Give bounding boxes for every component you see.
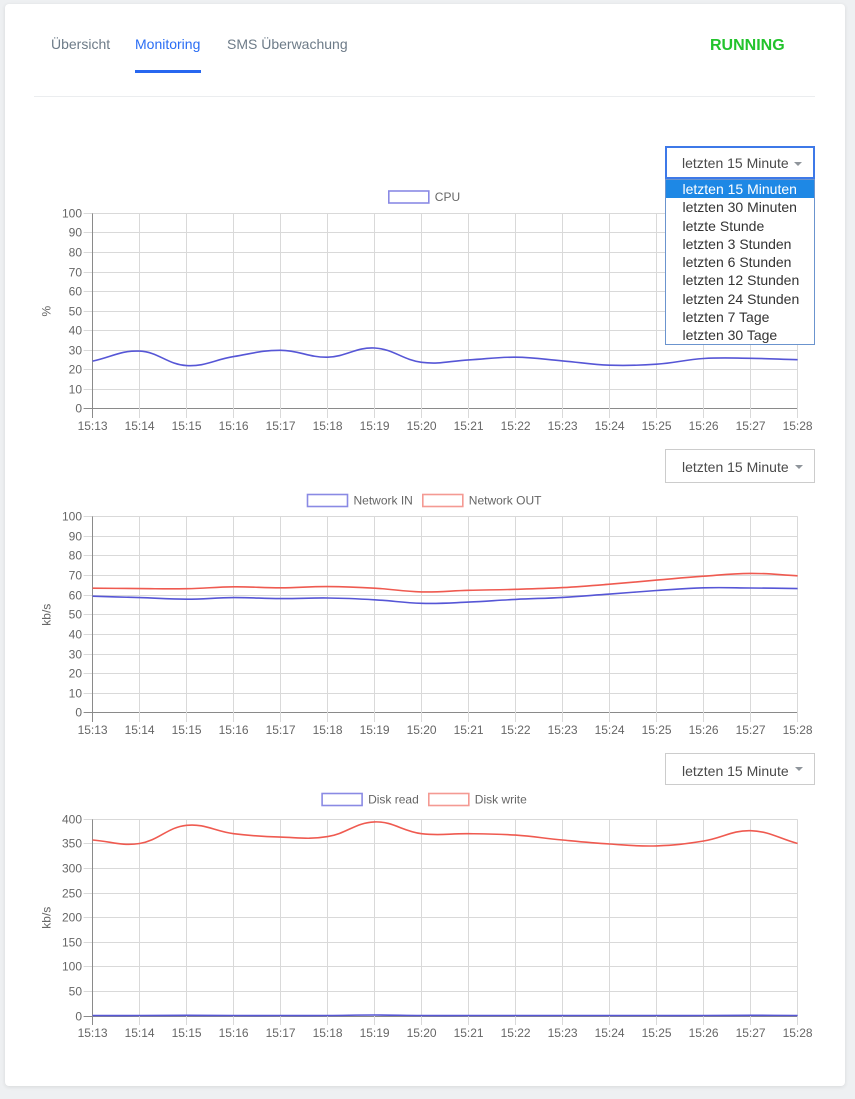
svg-text:%: % xyxy=(40,306,54,317)
svg-text:15:21: 15:21 xyxy=(454,723,484,737)
svg-text:15:19: 15:19 xyxy=(360,419,390,433)
svg-text:15:16: 15:16 xyxy=(219,419,249,433)
svg-text:20: 20 xyxy=(69,363,83,377)
svg-text:250: 250 xyxy=(62,887,82,901)
svg-text:40: 40 xyxy=(69,628,83,642)
svg-text:90: 90 xyxy=(69,226,83,240)
svg-text:15:15: 15:15 xyxy=(172,1026,202,1040)
svg-text:kb/s: kb/s xyxy=(40,907,54,929)
svg-text:60: 60 xyxy=(69,589,83,603)
svg-text:15:19: 15:19 xyxy=(360,1026,390,1040)
svg-text:15:27: 15:27 xyxy=(736,1026,766,1040)
svg-text:15:25: 15:25 xyxy=(642,419,672,433)
svg-text:15:24: 15:24 xyxy=(595,723,625,737)
svg-text:100: 100 xyxy=(62,960,82,974)
svg-text:15:22: 15:22 xyxy=(501,419,531,433)
svg-text:15:28: 15:28 xyxy=(783,1026,813,1040)
svg-text:15:23: 15:23 xyxy=(548,1026,578,1040)
svg-text:kb/s: kb/s xyxy=(40,604,54,626)
svg-text:15:24: 15:24 xyxy=(595,1026,625,1040)
svg-text:15:26: 15:26 xyxy=(689,419,719,433)
svg-text:70: 70 xyxy=(69,266,83,280)
svg-text:10: 10 xyxy=(69,687,83,701)
svg-text:15:15: 15:15 xyxy=(172,723,202,737)
svg-text:Disk write: Disk write xyxy=(475,793,527,807)
svg-text:15:26: 15:26 xyxy=(689,1026,719,1040)
svg-text:15:16: 15:16 xyxy=(219,1026,249,1040)
svg-text:15:28: 15:28 xyxy=(783,419,813,433)
svg-text:15:15: 15:15 xyxy=(172,419,202,433)
svg-text:10: 10 xyxy=(69,383,83,397)
svg-text:80: 80 xyxy=(69,246,83,260)
svg-text:40: 40 xyxy=(69,324,83,338)
svg-text:15:26: 15:26 xyxy=(689,723,719,737)
svg-text:300: 300 xyxy=(62,862,82,876)
svg-text:15:25: 15:25 xyxy=(642,723,672,737)
svg-text:15:17: 15:17 xyxy=(266,1026,296,1040)
svg-text:15:23: 15:23 xyxy=(548,723,578,737)
svg-text:100: 100 xyxy=(62,510,82,524)
svg-text:0: 0 xyxy=(75,706,82,720)
svg-text:0: 0 xyxy=(75,1010,82,1024)
svg-text:50: 50 xyxy=(69,608,83,622)
svg-text:Disk read: Disk read xyxy=(368,793,419,807)
svg-text:15:22: 15:22 xyxy=(501,1026,531,1040)
svg-text:30: 30 xyxy=(69,344,83,358)
svg-text:15:13: 15:13 xyxy=(78,419,108,433)
svg-text:15:27: 15:27 xyxy=(736,419,766,433)
svg-text:15:17: 15:17 xyxy=(266,419,296,433)
svg-text:20: 20 xyxy=(69,667,83,681)
svg-text:15:28: 15:28 xyxy=(783,723,813,737)
svg-text:15:21: 15:21 xyxy=(454,1026,484,1040)
svg-text:0: 0 xyxy=(75,402,82,416)
svg-text:15:23: 15:23 xyxy=(548,419,578,433)
svg-text:15:18: 15:18 xyxy=(313,419,343,433)
svg-text:90: 90 xyxy=(69,530,83,544)
svg-text:70: 70 xyxy=(69,569,83,583)
svg-text:400: 400 xyxy=(62,813,82,827)
svg-text:15:20: 15:20 xyxy=(407,1026,437,1040)
svg-text:Network IN: Network IN xyxy=(354,494,413,508)
svg-text:15:14: 15:14 xyxy=(125,1026,155,1040)
svg-text:15:16: 15:16 xyxy=(219,723,249,737)
svg-text:150: 150 xyxy=(62,936,82,950)
svg-text:350: 350 xyxy=(62,837,82,851)
svg-text:15:22: 15:22 xyxy=(501,723,531,737)
svg-text:80: 80 xyxy=(69,549,83,563)
svg-text:15:27: 15:27 xyxy=(736,723,766,737)
svg-text:15:24: 15:24 xyxy=(595,419,625,433)
svg-text:15:20: 15:20 xyxy=(407,723,437,737)
svg-text:15:20: 15:20 xyxy=(407,419,437,433)
svg-text:15:18: 15:18 xyxy=(313,1026,343,1040)
svg-text:15:14: 15:14 xyxy=(125,419,155,433)
svg-text:200: 200 xyxy=(62,911,82,925)
svg-text:15:17: 15:17 xyxy=(266,723,296,737)
svg-text:15:25: 15:25 xyxy=(642,1026,672,1040)
svg-text:15:21: 15:21 xyxy=(454,419,484,433)
svg-text:15:18: 15:18 xyxy=(313,723,343,737)
svg-text:60: 60 xyxy=(69,285,83,299)
svg-text:Network OUT: Network OUT xyxy=(469,494,542,508)
svg-text:CPU: CPU xyxy=(435,190,460,204)
svg-text:15:13: 15:13 xyxy=(78,723,108,737)
svg-text:15:14: 15:14 xyxy=(125,723,155,737)
svg-text:50: 50 xyxy=(69,305,83,319)
svg-text:15:19: 15:19 xyxy=(360,723,390,737)
svg-text:100: 100 xyxy=(62,207,82,221)
svg-text:30: 30 xyxy=(69,648,83,662)
svg-text:50: 50 xyxy=(69,985,83,999)
svg-text:15:13: 15:13 xyxy=(78,1026,108,1040)
